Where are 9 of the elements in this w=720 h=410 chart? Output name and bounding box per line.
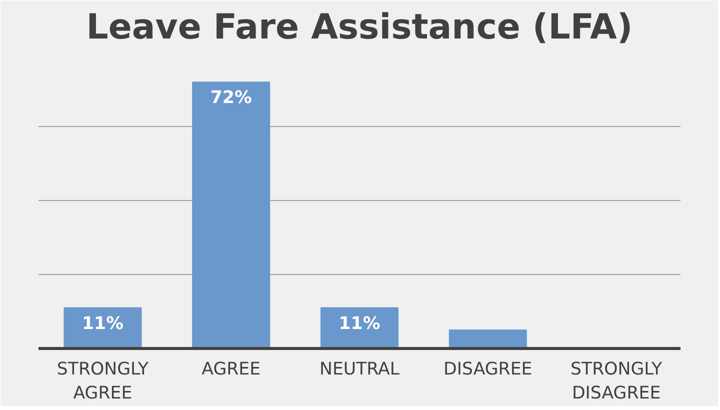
x-tick-label: AGREE — [202, 360, 261, 380]
data-label: 11% — [82, 314, 124, 334]
data-label: 11% — [338, 314, 380, 334]
x-tick-label: STRONGLY AGREE — [56, 360, 149, 404]
x-tick-label: DISAGREE — [444, 360, 532, 380]
chart-title: Leave Fare Assistance (LFA) — [86, 8, 633, 48]
data-label: 72% — [210, 88, 252, 108]
x-tick-label: STRONGLY DISAGREE — [570, 360, 663, 404]
x-tick-label: NEUTRAL — [319, 360, 400, 380]
